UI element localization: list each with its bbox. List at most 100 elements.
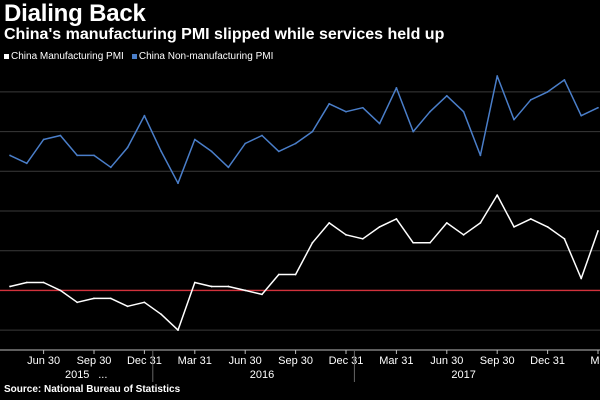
chart-subtitle: China's manufacturing PMI slipped while …	[4, 26, 445, 43]
manufacturing-data-point	[193, 281, 196, 284]
non-manufacturing-data-point	[193, 138, 196, 141]
manufacturing-data-point	[126, 305, 129, 308]
manufacturing-data-point	[109, 297, 112, 300]
legend: China Manufacturing PMI China Non-manufa…	[4, 51, 273, 62]
manufacturing-data-point	[580, 277, 583, 280]
non-manufacturing-data-point	[395, 86, 398, 89]
manufacturing-data-point	[59, 289, 62, 292]
non-manufacturing-data-point	[513, 118, 515, 121]
non-manufacturing-data-point	[361, 106, 364, 109]
non-manufacturing-data-point	[328, 102, 331, 105]
manufacturing-data-point	[445, 222, 448, 224]
non-manufacturing-data-point	[109, 166, 112, 169]
manufacturing-data-point	[462, 233, 465, 236]
source-note: Source: National Bureau of Statistics	[4, 384, 181, 395]
non-manufacturing-data-point	[563, 79, 566, 81]
non-manufacturing-data-point	[597, 106, 599, 109]
non-manufacturing-data-point	[277, 150, 280, 153]
non-manufacturing-data-point	[412, 130, 415, 133]
non-manufacturing-data-point	[345, 110, 347, 113]
year-label: 2016	[250, 369, 274, 381]
manufacturing-data-point	[513, 225, 515, 228]
manufacturing-data-point	[529, 218, 532, 220]
x-tick-label: Mar 31	[379, 355, 413, 367]
non-manufacturing-data-point	[160, 150, 163, 153]
x-tick-label: Mar 31	[178, 355, 212, 367]
year-label: 2017	[451, 369, 475, 381]
manufacturing-data-point	[25, 281, 28, 284]
x-tick-label: Dec 31	[530, 355, 565, 367]
manufacturing-data-point	[277, 273, 280, 276]
legend-label-manufacturing: China Manufacturing PMI	[11, 51, 124, 62]
manufacturing-data-point	[395, 218, 398, 220]
x-tick-label: Sep 30	[278, 355, 313, 367]
non-manufacturing-data-point	[546, 90, 549, 93]
manufacturing-data-point	[244, 289, 247, 292]
manufacturing-data-point	[345, 233, 347, 236]
chart-title: Dialing Back	[4, 0, 146, 27]
non-manufacturing-data-point	[126, 146, 129, 149]
manufacturing-data-point	[597, 229, 599, 232]
non-manufacturing-data-point	[294, 142, 297, 145]
x-tick-label: Sep 30	[480, 355, 515, 367]
non-manufacturing-data-point	[25, 162, 28, 165]
legend-swatch-non-manufacturing	[131, 54, 137, 59]
year-ellipsis: ...	[98, 369, 107, 381]
non-manufacturing-data-point	[261, 134, 263, 137]
non-manufacturing-data-point	[227, 166, 230, 169]
non-manufacturing-data-point	[529, 98, 532, 101]
x-tick-label: Dec 31	[127, 355, 162, 367]
manufacturing-data-point	[143, 301, 146, 304]
manufacturing-data-point	[93, 297, 95, 300]
non-manufacturing-data-point	[42, 138, 45, 141]
manufacturing-data-point	[563, 237, 566, 240]
manufacturing-data-point	[361, 237, 364, 240]
manufacturing-data-point	[479, 222, 482, 224]
legend-item-non-manufacturing: China Non-manufacturing PMI	[131, 51, 274, 62]
non-manufacturing-data-point	[445, 94, 448, 97]
manufacturing-data-point	[378, 225, 381, 228]
manufacturing-data-point	[328, 222, 331, 224]
non-manufacturing-data-point	[580, 114, 583, 117]
manufacturing-data-point	[177, 329, 179, 332]
non-manufacturing-data-point	[378, 122, 381, 125]
x-tick-label: Ma	[590, 355, 600, 367]
manufacturing-data-point	[412, 241, 415, 244]
legend-swatch-manufacturing	[4, 54, 9, 59]
non-manufacturing-data-point	[244, 142, 247, 145]
manufacturing-pmi-line	[9, 194, 599, 331]
non-manufacturing-data-point	[210, 150, 213, 153]
manufacturing-data-point	[42, 281, 45, 284]
non-manufacturing-data-point	[462, 110, 465, 113]
manufacturing-data-point	[160, 313, 163, 316]
year-label: 2015	[65, 369, 89, 381]
non-manufacturing-data-point	[59, 134, 62, 137]
manufacturing-data-point	[76, 301, 79, 304]
manufacturing-data-point	[210, 285, 213, 288]
legend-item-manufacturing: China Manufacturing PMI	[4, 51, 124, 62]
non-manufacturing-data-point	[76, 154, 79, 157]
non-manufacturing-data-point	[177, 182, 179, 185]
non-manufacturing-data-point	[9, 154, 11, 157]
manufacturing-data-point	[429, 241, 431, 244]
x-tick-label: Dec 31	[329, 355, 364, 367]
x-tick-label: Jun 30	[229, 355, 262, 367]
manufacturing-data-point	[294, 273, 297, 276]
x-tick-label: Jun 30	[27, 355, 60, 367]
x-tick-label: Sep 30	[77, 355, 112, 367]
non-manufacturing-pmi-line	[9, 75, 599, 184]
manufacturing-data-point	[9, 285, 11, 288]
manufacturing-data-point	[261, 293, 263, 296]
non-manufacturing-data-point	[143, 114, 146, 117]
non-manufacturing-data-point	[496, 75, 499, 77]
non-manufacturing-data-point	[93, 154, 95, 157]
manufacturing-data-point	[227, 285, 230, 288]
legend-label-non-manufacturing: China Non-manufacturing PMI	[138, 51, 274, 62]
x-tick-label: Jun 30	[430, 355, 463, 367]
non-manufacturing-data-point	[479, 154, 482, 157]
manufacturing-data-point	[546, 225, 549, 228]
non-manufacturing-data-point	[311, 130, 314, 133]
manufacturing-data-point	[311, 241, 314, 244]
non-manufacturing-data-point	[429, 110, 431, 113]
